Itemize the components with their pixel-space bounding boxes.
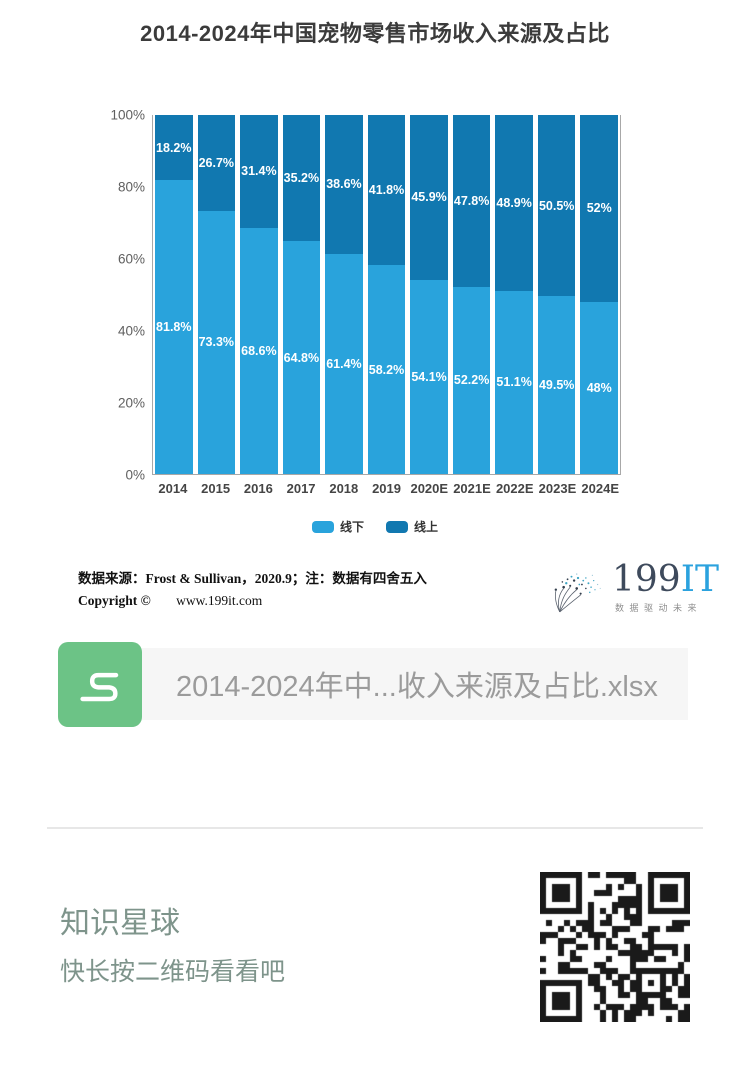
offline-value-label: 73.3% bbox=[198, 335, 235, 350]
segment-offline bbox=[495, 290, 533, 474]
bar-2021E: 47.8% 52.2% bbox=[452, 115, 491, 474]
x-tick-2017: 2017 bbox=[286, 481, 316, 496]
offline-value-label: 61.4% bbox=[326, 356, 362, 371]
online-value-label: 31.4% bbox=[241, 164, 277, 179]
online-value-label: 45.9% bbox=[411, 190, 447, 205]
segment-online bbox=[325, 115, 363, 254]
x-axis: 2014 2015 2016 2017 2018 2019 2020E 2021E 2022E 2… bbox=[152, 481, 621, 496]
footer-title: 知识星球 bbox=[60, 907, 180, 940]
plot-area: 18.2% 81.8% 26.7% 73.3% 31.4% 68.6% 35.2% 64.8%… bbox=[152, 115, 621, 475]
segment-offline bbox=[155, 180, 193, 474]
x-tick-2024E: 2024E bbox=[581, 481, 619, 496]
offline-value-label: 81.8% bbox=[156, 320, 192, 335]
online-value-label: 18.2% bbox=[156, 140, 192, 155]
segment-online bbox=[197, 115, 236, 211]
legend-swatch bbox=[386, 520, 408, 533]
legend-item-线上: 线上 bbox=[386, 518, 438, 535]
offline-value-label: 51.1% bbox=[496, 375, 532, 390]
bar-2015: 26.7% 73.3% bbox=[197, 115, 236, 474]
segment-online bbox=[410, 115, 448, 280]
x-tick-2016: 2016 bbox=[243, 481, 273, 496]
legend-label: 线上 bbox=[414, 520, 439, 534]
x-tick-2018: 2018 bbox=[329, 481, 359, 496]
copyright-label: Copyright © bbox=[78, 593, 151, 608]
online-value-label: 38.6% bbox=[326, 177, 362, 192]
segment-offline bbox=[580, 301, 619, 474]
attachment-filename[interactable]: 2014-2024年中...收入来源及占比.xlsx bbox=[176, 671, 658, 703]
dandelion-logo-icon bbox=[548, 560, 610, 631]
segment-online bbox=[155, 115, 193, 181]
segment-online bbox=[580, 115, 619, 302]
online-value-label: 47.8% bbox=[453, 193, 490, 208]
x-tick-2021E: 2021E bbox=[453, 481, 491, 496]
segment-offline bbox=[452, 286, 491, 474]
segment-offline bbox=[367, 265, 406, 474]
segment-offline bbox=[282, 241, 321, 474]
section-divider bbox=[47, 827, 703, 829]
segment-online bbox=[537, 115, 576, 297]
bar-2016: 31.4% 68.6% bbox=[240, 115, 278, 474]
bar-2018: 38.6% 61.4% bbox=[325, 115, 363, 474]
x-tick-2023E: 2023E bbox=[538, 481, 577, 496]
x-tick-2022E: 2022E bbox=[495, 481, 534, 496]
x-tick-2019: 2019 bbox=[372, 481, 401, 496]
online-value-label: 48.9% bbox=[496, 195, 532, 210]
segment-offline bbox=[197, 210, 236, 474]
segment-offline bbox=[537, 296, 576, 474]
data-source-note: 数据来源：Frost & Sullivan，2020.9；注：数据有四舍五入 bbox=[78, 571, 427, 586]
legend-swatch bbox=[311, 520, 334, 533]
x-tick-2020E: 2020E bbox=[410, 481, 449, 496]
bar-2020E: 45.9% 54.1% bbox=[410, 115, 448, 474]
online-value-label: 52% bbox=[586, 201, 612, 216]
qr-code bbox=[540, 872, 690, 1022]
y-tick-40: 40% bbox=[117, 323, 145, 339]
offline-value-label: 49.5% bbox=[538, 378, 575, 393]
chart-legend: 线下 线上 bbox=[0, 518, 750, 535]
bar-2014: 18.2% 81.8% bbox=[155, 115, 193, 474]
offline-value-label: 52.2% bbox=[453, 373, 490, 388]
offline-value-label: 68.6% bbox=[241, 343, 277, 358]
bar-2019: 41.8% 58.2% bbox=[367, 115, 406, 474]
offline-value-label: 58.2% bbox=[368, 362, 405, 377]
y-tick-60: 60% bbox=[117, 251, 145, 267]
online-value-label: 50.5% bbox=[538, 198, 575, 213]
legend-label: 线下 bbox=[339, 520, 364, 534]
legend-item-线下: 线下 bbox=[311, 518, 364, 535]
online-value-label: 26.7% bbox=[198, 155, 235, 170]
bar-2024E: 52% 48% bbox=[580, 115, 619, 474]
y-tick-100: 100% bbox=[110, 107, 145, 123]
y-tick-80: 80% bbox=[117, 179, 145, 195]
footer-subtitle: 快长按二维码看看吧 bbox=[60, 958, 286, 986]
segment-offline bbox=[240, 227, 278, 474]
segment-offline bbox=[325, 253, 363, 474]
x-tick-2014: 2014 bbox=[158, 481, 188, 496]
online-value-label: 35.2% bbox=[283, 171, 320, 186]
offline-value-label: 54.1% bbox=[411, 369, 447, 384]
segment-offline bbox=[410, 279, 448, 474]
x-tick-2015: 2015 bbox=[201, 481, 231, 496]
logo-wordmark: 199IT bbox=[612, 559, 719, 600]
y-tick-20: 20% bbox=[117, 395, 145, 411]
y-tick-0: 0% bbox=[125, 467, 145, 483]
chart-title: 2014-2024年中国宠物零售市场收入来源及占比 bbox=[140, 21, 610, 46]
logo-tagline: 数据驱动未来 bbox=[615, 603, 703, 613]
online-value-label: 41.8% bbox=[368, 183, 405, 198]
segment-online bbox=[282, 115, 321, 242]
199it-logo: 199IT 数据驱动未来 bbox=[548, 560, 719, 631]
segment-online bbox=[240, 115, 278, 228]
bar-2017: 35.2% 64.8% bbox=[282, 115, 321, 474]
segment-online bbox=[495, 115, 533, 291]
segment-online bbox=[367, 115, 406, 266]
bar-2022E: 48.9% 51.1% bbox=[495, 115, 533, 474]
bar-2023E: 50.5% 49.5% bbox=[537, 115, 576, 474]
segment-online bbox=[452, 115, 491, 287]
offline-value-label: 48% bbox=[586, 380, 612, 395]
copyright-line: Copyright © www.199it.com bbox=[78, 593, 262, 609]
spreadsheet-s-icon[interactable] bbox=[58, 642, 142, 727]
copyright-url: www.199it.com bbox=[176, 593, 263, 608]
y-axis: 0% 20% 40% 60% 80% 100% bbox=[60, 108, 145, 483]
offline-value-label: 64.8% bbox=[283, 350, 320, 365]
attachment-file-row[interactable]: 2014-2024年中...收入来源及占比.xlsx bbox=[142, 648, 688, 720]
